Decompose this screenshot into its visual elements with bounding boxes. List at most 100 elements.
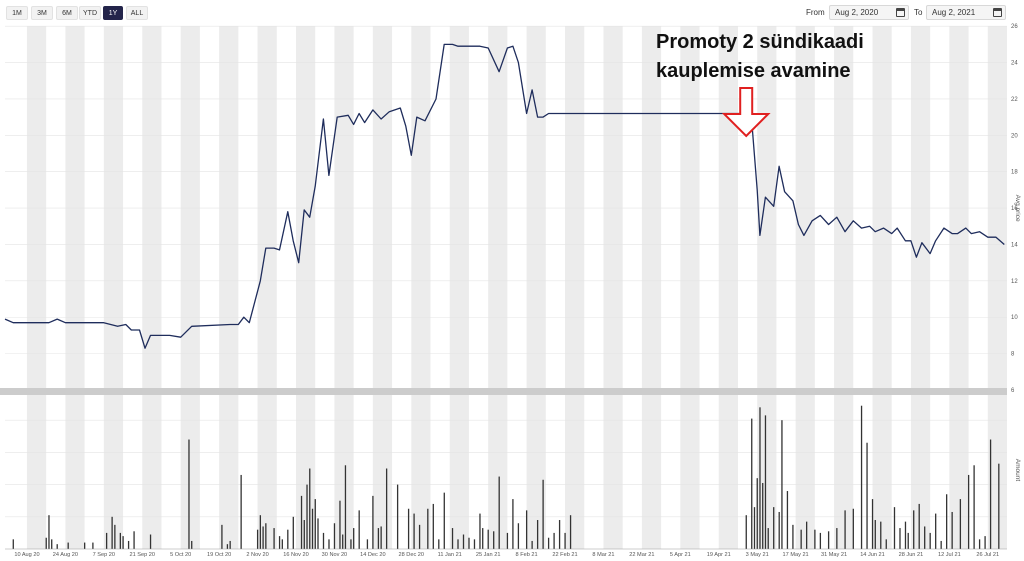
volume-bar <box>342 534 344 549</box>
week-band <box>488 26 508 549</box>
volume-bar <box>866 442 868 549</box>
volume-bar <box>122 536 124 549</box>
volume-bar <box>273 528 275 549</box>
volume-bar <box>907 532 909 549</box>
x-tick-label: 21 Sep 20 <box>130 552 156 558</box>
x-tick-label: 31 May 21 <box>821 552 847 558</box>
week-band <box>449 26 469 549</box>
week-band <box>372 26 393 549</box>
volume-bar <box>773 507 775 549</box>
panel-separator <box>0 388 1007 395</box>
y-tick-label: 14 <box>1011 242 1018 248</box>
volume-bar <box>913 510 915 549</box>
volume-bar <box>262 526 264 549</box>
volume-bar <box>287 529 289 549</box>
volume-bar <box>67 542 69 549</box>
x-tick-label: 8 Mar 21 <box>592 552 614 558</box>
volume-bar <box>918 503 920 549</box>
calendar-icon[interactable] <box>896 8 905 17</box>
volume-bar <box>221 524 223 549</box>
week-band <box>641 26 662 549</box>
range-6m-button[interactable]: 6M <box>56 6 78 20</box>
volume-bar <box>482 528 484 549</box>
volume-bar <box>149 534 152 549</box>
volume-bar <box>498 476 500 549</box>
volume-bar <box>462 534 465 549</box>
volume-bar <box>119 532 121 549</box>
volume-bar <box>105 532 108 549</box>
volume-bar <box>553 532 555 549</box>
week-band <box>26 26 47 549</box>
volume-bar <box>188 439 190 549</box>
volume-bar <box>292 516 294 549</box>
week-band <box>680 26 700 549</box>
x-tick-label: 10 Aug 20 <box>14 552 39 558</box>
calendar-icon[interactable] <box>993 8 1002 17</box>
volume-bar <box>762 482 764 549</box>
volume-bar <box>756 478 758 549</box>
x-tick-label: 8 Feb 21 <box>516 552 538 558</box>
week-band <box>65 26 85 549</box>
volume-bar <box>973 465 975 549</box>
volume-bar <box>778 511 780 549</box>
volume-bar <box>860 405 863 549</box>
volume-bar <box>240 474 242 549</box>
to-date-field[interactable]: Aug 2, 2021 <box>926 5 1006 20</box>
volume-bar <box>951 511 953 549</box>
volume-bar <box>814 529 816 549</box>
x-tick-label: 7 Sep 20 <box>93 552 115 558</box>
volume-bar <box>333 523 336 549</box>
x-tick-label: 22 Feb 21 <box>552 552 577 558</box>
to-date-value: Aug 2, 2021 <box>932 8 976 17</box>
volume-bar <box>806 521 808 549</box>
volume-bar <box>904 521 907 549</box>
from-date-value: Aug 2, 2020 <box>835 8 879 17</box>
chart-toolbar: 1M 3M 6M YTD 1Y ALL From Aug 2, 2020 To … <box>0 0 1024 26</box>
range-ytd-button[interactable]: YTD <box>79 6 101 20</box>
range-1m-button[interactable]: 1M <box>6 6 28 20</box>
x-tick-label: 14 Jun 21 <box>860 552 885 558</box>
volume-bar <box>396 484 399 549</box>
annotation-line-1: Promoty 2 sündikaadi <box>656 31 864 53</box>
range-3m-button[interactable]: 3M <box>31 6 53 20</box>
volume-bar <box>506 532 509 549</box>
volume-bar <box>767 528 769 549</box>
x-tick-label: 16 Nov 20 <box>283 552 309 558</box>
x-tick-label: 14 Dec 20 <box>360 552 386 558</box>
y-tick-label: 26 <box>1011 24 1018 30</box>
x-tick-label: 19 Oct 20 <box>207 552 231 558</box>
x-tick-label: 25 Jan 21 <box>476 552 501 558</box>
week-band <box>603 26 623 549</box>
volume-bar <box>322 532 325 549</box>
volume-bar <box>127 540 130 549</box>
volume-bar <box>759 407 761 549</box>
volume-bar <box>344 465 347 549</box>
from-date-field[interactable]: Aug 2, 2020 <box>829 5 909 20</box>
volume-bar <box>959 499 962 549</box>
volume-bar <box>385 468 388 549</box>
volume-bar <box>536 520 539 549</box>
volume-bar <box>836 528 838 549</box>
week-band <box>526 26 546 549</box>
volume-bar <box>311 508 314 549</box>
volume-bar <box>487 529 489 549</box>
volume-bar <box>880 521 882 549</box>
volume-bar <box>451 528 454 549</box>
x-tick-label: 17 May 21 <box>783 552 809 558</box>
volume-bar <box>792 524 794 549</box>
volume-bar <box>413 513 415 549</box>
volume-bar <box>899 528 901 549</box>
volume-bar <box>531 540 533 549</box>
range-1y-button[interactable]: 1Y <box>103 6 123 20</box>
volume-bar <box>468 537 470 549</box>
week-band <box>757 26 777 549</box>
range-all-button[interactable]: ALL <box>126 6 148 20</box>
x-tick-label: 2 Nov 20 <box>246 552 268 558</box>
volume-bar <box>929 532 931 549</box>
volume-bar <box>984 536 986 549</box>
x-tick-label: 30 Nov 20 <box>322 552 348 558</box>
y-tick-label: 16 <box>1011 206 1018 212</box>
x-tick-label: 11 Jan 21 <box>438 552 462 558</box>
volume-bar <box>786 491 789 549</box>
